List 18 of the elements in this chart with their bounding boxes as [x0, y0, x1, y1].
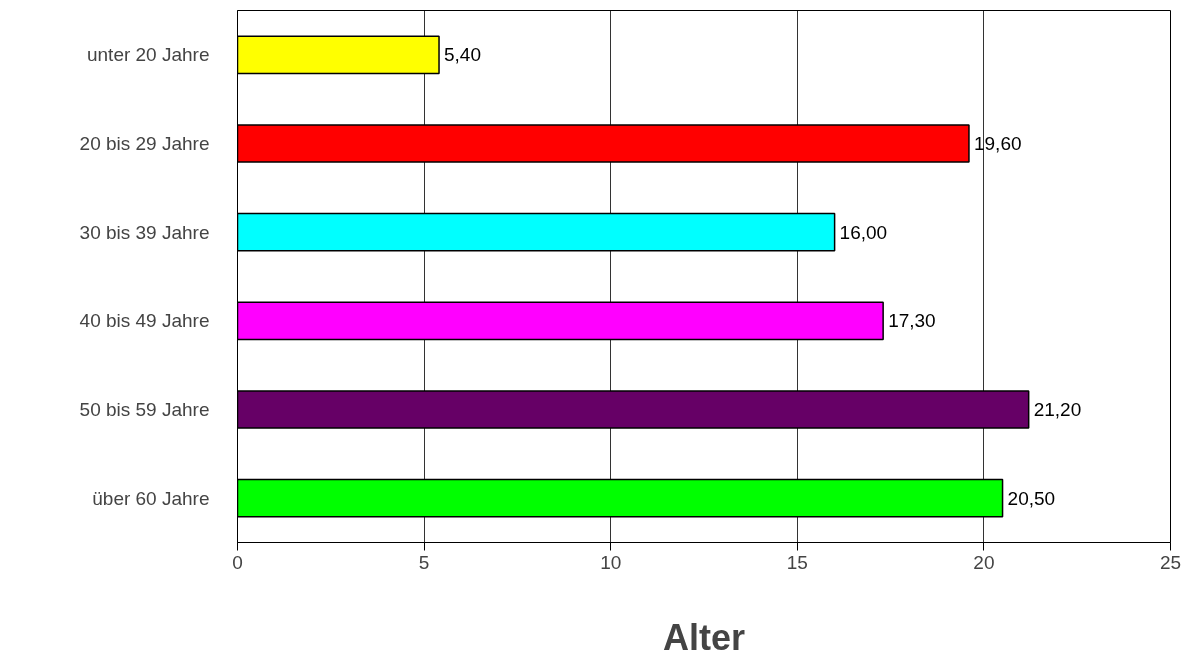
data-label: 21,20 — [1033, 399, 1082, 420]
x-tick-label: 10 — [600, 551, 622, 573]
x-tick-label: 20 — [973, 551, 995, 573]
y-tick-label: über 60 Jahre — [92, 487, 210, 509]
data-label: 17,30 — [888, 310, 936, 332]
y-tick-label: 30 bis 39 Jahre — [79, 221, 210, 243]
y-tick-label: 40 bis 49 Jahre — [79, 310, 210, 332]
y-tick-label: 20 bis 29 Jahre — [79, 133, 210, 154]
data-label: 16,00 — [839, 221, 888, 243]
x-tick-label: 5 — [418, 551, 430, 573]
data-label: 5,40 — [444, 44, 482, 66]
y-tick-label: unter 20 Jahre — [86, 44, 210, 66]
data-label: 20,50 — [1007, 487, 1056, 509]
y-tick-label: 50 bis 59 Jahre — [79, 399, 210, 420]
x-tick-label: 0 — [232, 551, 243, 573]
x-tick-label: 25 — [1159, 551, 1182, 573]
x-tick-label: 15 — [786, 551, 808, 573]
x-axis-title: Alter — [662, 616, 746, 658]
